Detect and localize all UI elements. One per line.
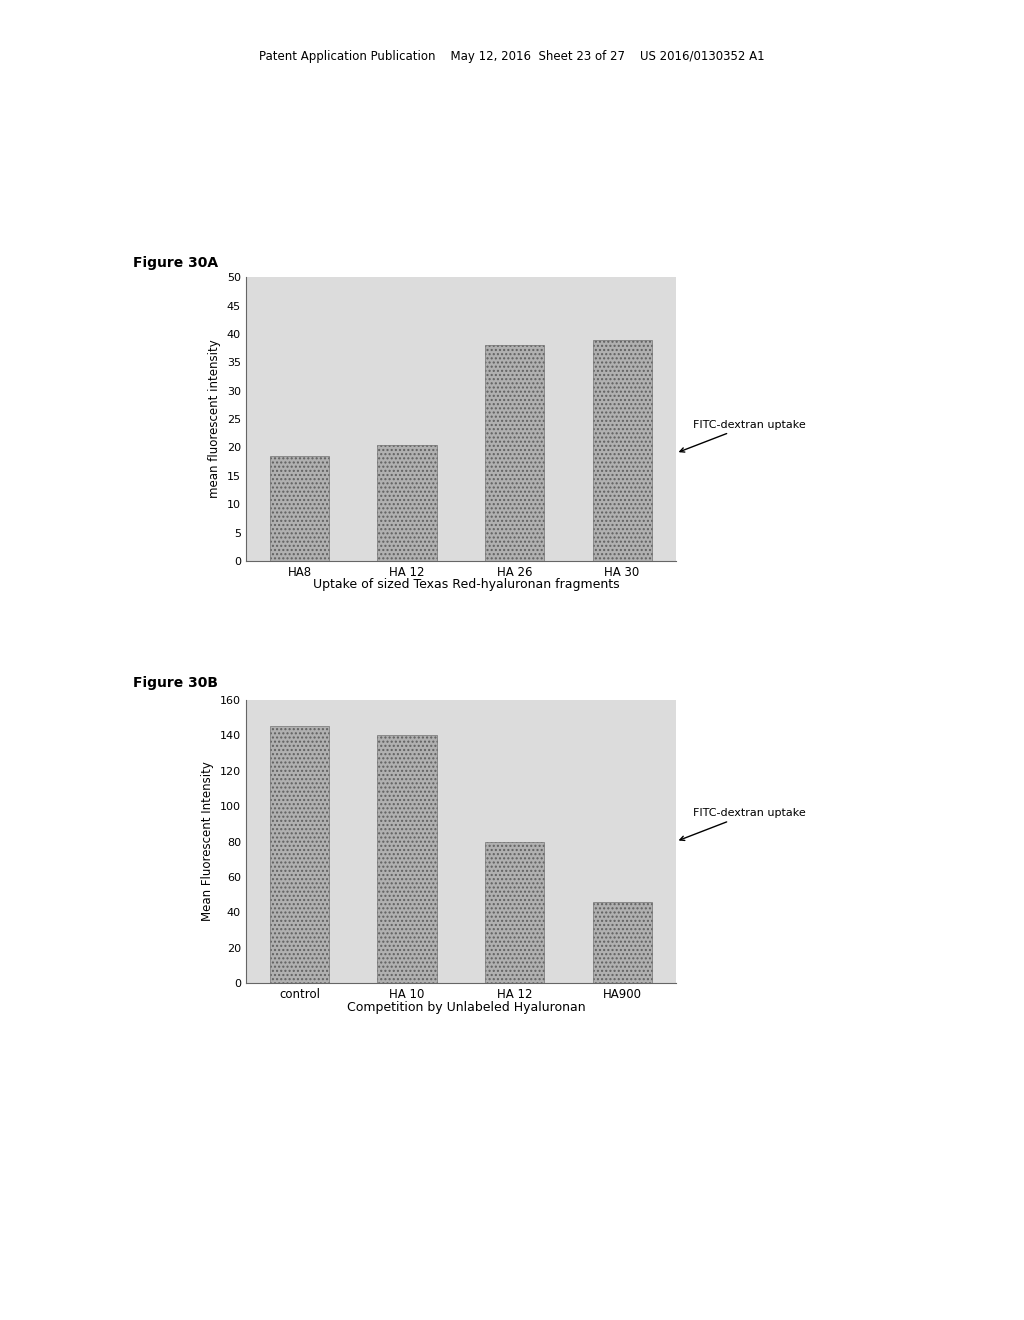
- Text: FITC-dextran uptake: FITC-dextran uptake: [680, 808, 806, 841]
- Text: Patent Application Publication    May 12, 2016  Sheet 23 of 27    US 2016/013035: Patent Application Publication May 12, 2…: [259, 50, 765, 63]
- Text: Figure 30A: Figure 30A: [133, 256, 218, 271]
- Bar: [378, 445, 436, 561]
- Bar: [270, 726, 329, 983]
- Text: FITC-dextran uptake: FITC-dextran uptake: [680, 420, 806, 451]
- Bar: [270, 455, 329, 561]
- Bar: [593, 902, 651, 983]
- Bar: [378, 735, 436, 983]
- Y-axis label: Mean Fluorescent Intensity: Mean Fluorescent Intensity: [202, 762, 214, 921]
- Y-axis label: mean fluorescent intensity: mean fluorescent intensity: [208, 339, 221, 499]
- Bar: [485, 346, 544, 561]
- Text: Uptake of sized Texas Red-hyaluronan fragments: Uptake of sized Texas Red-hyaluronan fra…: [312, 578, 620, 591]
- Text: Figure 30B: Figure 30B: [133, 676, 218, 690]
- Bar: [593, 339, 651, 561]
- Text: Competition by Unlabeled Hyaluronan: Competition by Unlabeled Hyaluronan: [346, 1001, 586, 1014]
- Bar: [485, 842, 544, 983]
